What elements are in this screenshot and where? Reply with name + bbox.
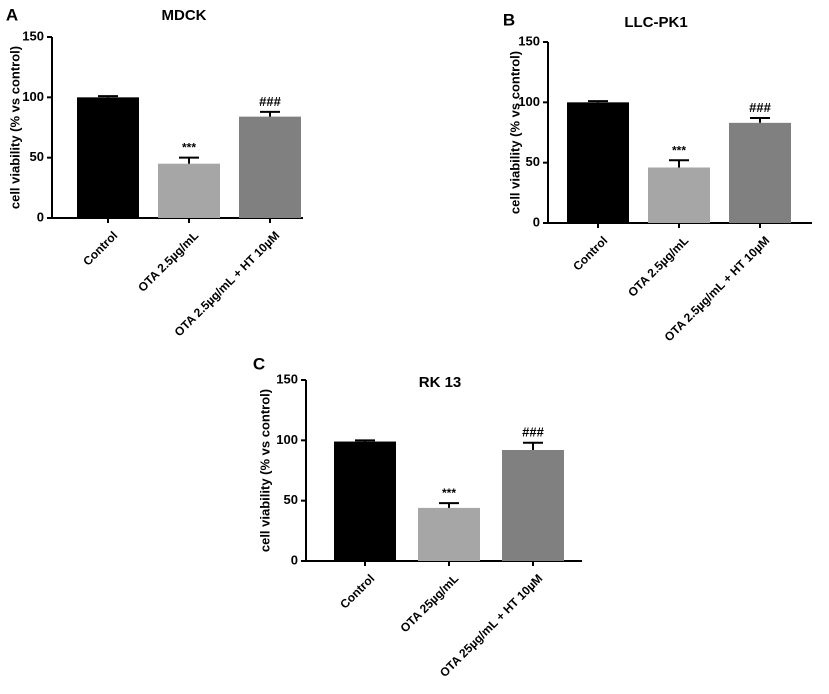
bar <box>648 167 710 223</box>
y-tick-label: 150 <box>276 371 298 386</box>
bar <box>729 122 791 223</box>
panel-label: A <box>6 5 18 24</box>
y-tick-label: 100 <box>276 432 298 447</box>
y-tick-label: 0 <box>533 214 540 229</box>
bar <box>77 97 139 218</box>
x-tick-label: OTA 25µg/mL <box>398 571 462 635</box>
bar <box>502 449 564 561</box>
significance-label: ### <box>259 94 281 109</box>
y-tick-label: 50 <box>284 492 298 507</box>
significance-label: ### <box>522 425 544 440</box>
y-tick-label: 0 <box>37 209 44 224</box>
y-tick-label: 100 <box>22 89 44 104</box>
y-axis-label: cell viability (% vs control) <box>7 46 22 209</box>
bar <box>334 441 396 561</box>
y-tick-label: 50 <box>30 149 44 164</box>
x-tick-label: OTA 2.5µg/mL <box>625 233 691 299</box>
y-axis-label: cell viability (% vs control) <box>257 389 272 552</box>
significance-label: *** <box>442 486 456 500</box>
y-tick-label: 100 <box>518 94 540 109</box>
x-tick-label: Control <box>570 233 610 273</box>
bar <box>567 102 629 223</box>
chart-panel-A: A MDCK cell viability (% vs control) 0 50 100… <box>6 5 303 339</box>
chart-title: RK 13 <box>419 374 462 391</box>
bar <box>158 163 220 218</box>
x-tick-label: Control <box>337 571 377 611</box>
significance-label: ### <box>749 100 771 115</box>
panel-label: B <box>503 10 515 29</box>
x-tick-label: Control <box>80 228 120 268</box>
chart-panel-C: C RK 13 cell viability (% vs control) 0 50 10… <box>253 354 582 680</box>
chart-panel-B: B LLC-PK1 cell viability (% vs control) 0 50… <box>503 10 812 344</box>
x-tick-label: OTA 2.5µg/mL <box>135 228 201 294</box>
y-tick-label: 0 <box>291 552 298 567</box>
y-tick-label: 150 <box>22 28 44 43</box>
bar <box>239 116 301 218</box>
bar <box>418 507 480 561</box>
panel-label: C <box>253 354 265 373</box>
chart-title: MDCK <box>162 7 207 24</box>
chart-title: LLC-PK1 <box>624 14 687 31</box>
y-tick-label: 50 <box>526 154 540 169</box>
y-axis-label: cell viability (% vs control) <box>507 51 522 214</box>
y-tick-label: 150 <box>518 33 540 48</box>
significance-label: *** <box>672 143 686 157</box>
significance-label: *** <box>182 141 196 155</box>
